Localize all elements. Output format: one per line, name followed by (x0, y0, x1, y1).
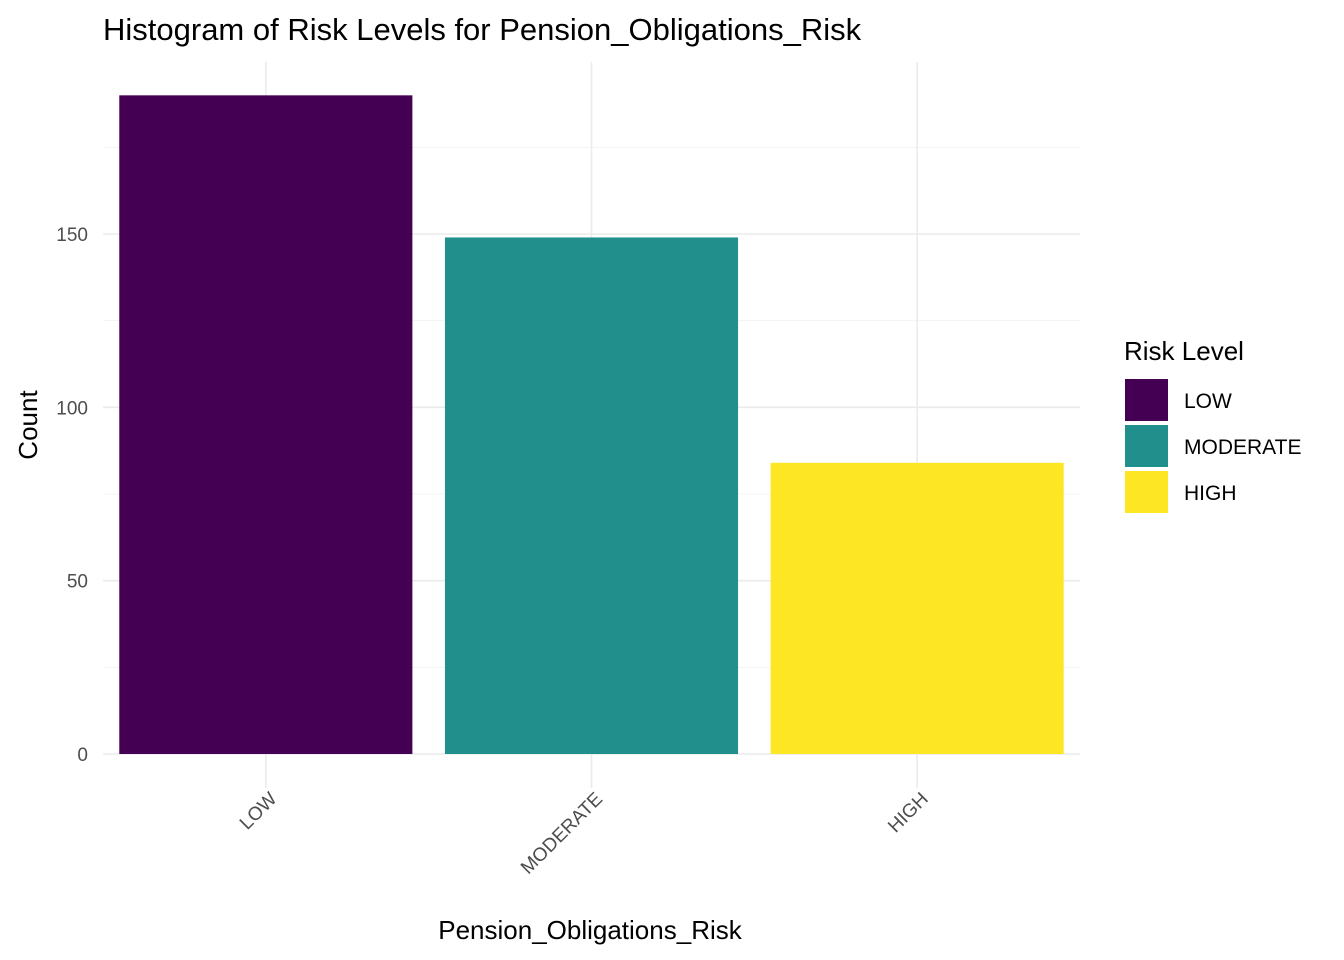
bar-low (119, 95, 413, 755)
bar-moderate (444, 237, 739, 754)
legend-label-moderate: MODERATE (1184, 436, 1301, 459)
legend-key-moderate (1125, 425, 1168, 467)
x-tick-label-low: LOW (236, 789, 281, 834)
legend-key-low (1125, 379, 1168, 421)
y-tick-label: 50 (67, 572, 88, 593)
y-axis-title: Count (13, 390, 43, 460)
y-tick-label: 100 (56, 398, 88, 419)
bar-high (770, 462, 1064, 754)
legend-key-high (1125, 471, 1168, 513)
chart-title: Histogram of Risk Levels for Pension_Obl… (103, 12, 862, 47)
x-axis-title: Pension_Obligations_Risk (438, 915, 743, 945)
x-tick-label-high: HIGH (884, 789, 932, 837)
y-axis-ticks: 0 50 100 150 (56, 225, 88, 766)
legend-label-high: HIGH (1184, 482, 1237, 505)
bars (119, 95, 1064, 755)
x-tick-label-moderate: MODERATE (517, 789, 607, 879)
y-tick-label: 150 (56, 225, 88, 246)
legend-title: Risk Level (1124, 336, 1244, 366)
legend-label-low: LOW (1184, 390, 1232, 413)
legend: Risk Level LOW MODERATE HIGH (1124, 336, 1301, 513)
x-axis-ticks: LOW MODERATE HIGH (236, 789, 933, 879)
y-tick-label: 0 (77, 745, 88, 766)
